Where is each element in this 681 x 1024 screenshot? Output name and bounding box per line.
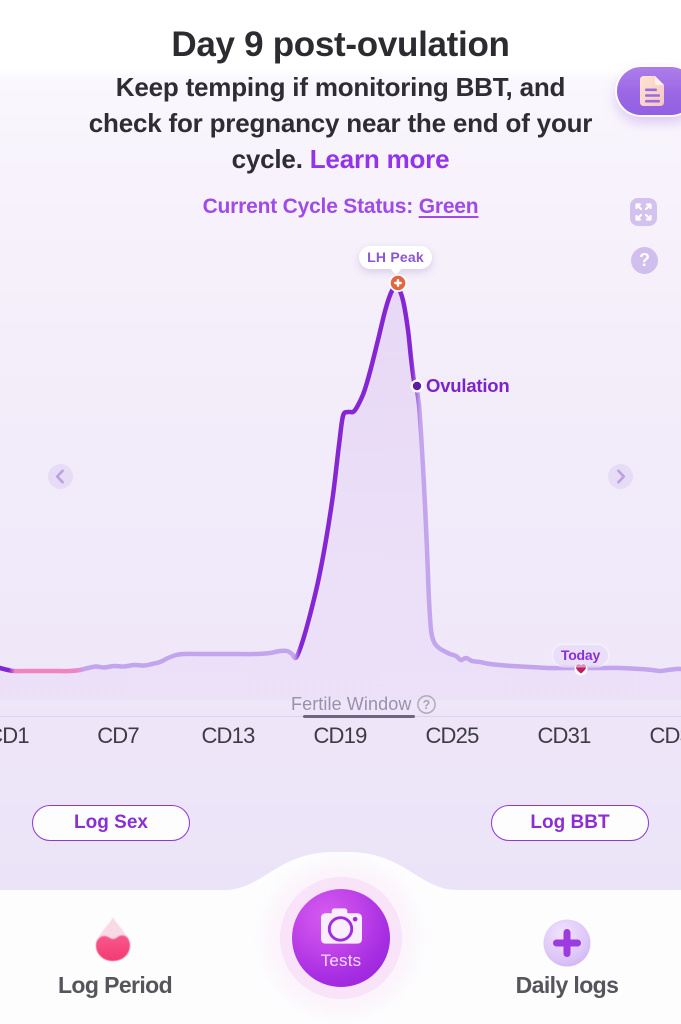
svg-text:?: ? (422, 697, 430, 711)
